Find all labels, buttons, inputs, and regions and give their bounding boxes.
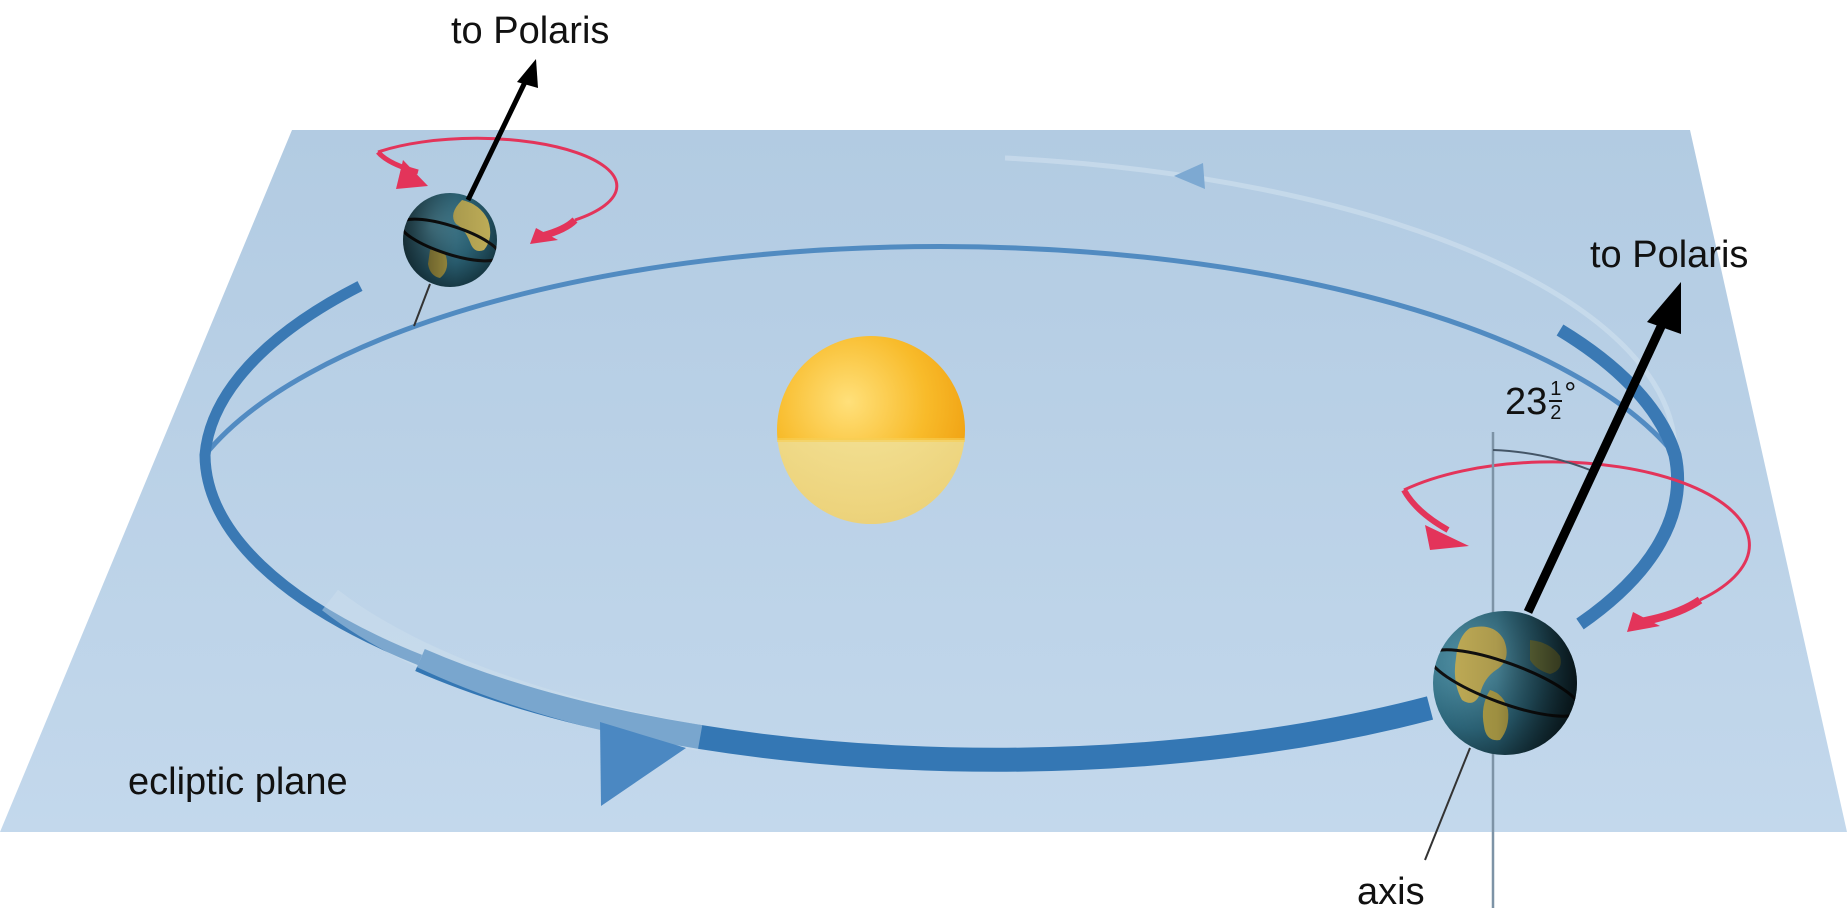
tilt-angle-arc	[1492, 449, 1591, 471]
rotation-arrowhead-small	[396, 160, 428, 189]
tilt-angle-whole: 23	[1505, 381, 1548, 423]
tilt-angle-fraction: 1 2	[1549, 378, 1563, 424]
axis-label: axis	[1357, 871, 1425, 913]
tilt-angle-label: 23 1 2 °	[1505, 379, 1576, 424]
earth-globe-icon	[1433, 611, 1577, 755]
polaris-arrow-small	[465, 76, 530, 202]
polaris-label-top: to Polaris	[451, 10, 610, 52]
orbit-direction-arrow-front	[600, 722, 686, 806]
tilt-angle-unit: °	[1564, 377, 1577, 410]
small-earth-axis-stub	[413, 283, 431, 327]
orbit-direction-arrow-back	[1174, 163, 1205, 189]
polaris-label-right: to Polaris	[1590, 234, 1749, 276]
tilt-angle-denominator: 2	[1550, 402, 1562, 424]
orbit-path-left	[199, 281, 423, 666]
polaris-arrow-big	[1523, 316, 1670, 614]
rotation-arrowhead-big	[1425, 525, 1469, 550]
orbit-path-right	[1556, 324, 1685, 630]
earth-globe-icon	[403, 193, 497, 287]
sun-sphere-icon	[777, 336, 965, 524]
ecliptic-plane-label: ecliptic plane	[128, 761, 348, 803]
tilt-angle-numerator: 1	[1550, 378, 1562, 400]
orbit-path-back	[203, 244, 1677, 457]
big-earth-axis-stub	[1424, 747, 1471, 861]
orbit-path-front	[415, 648, 1434, 772]
